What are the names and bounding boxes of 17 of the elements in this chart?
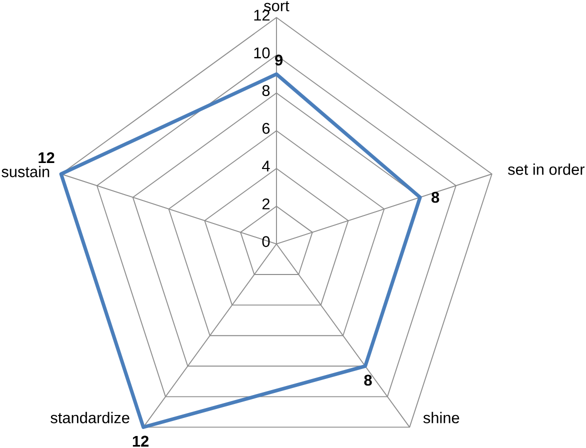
data-label: 12 (38, 152, 54, 164)
y-tick-label: 4 (262, 160, 270, 172)
spoke-label: shine (423, 412, 460, 424)
spoke-label: sustain (2, 166, 50, 178)
data-label: 8 (364, 374, 372, 386)
y-tick-label: 12 (254, 10, 270, 21)
y-tick-label: 6 (262, 123, 270, 134)
data-label: 8 (432, 192, 440, 203)
data-label: 12 (132, 436, 149, 447)
y-tick-label: 2 (262, 198, 270, 210)
spoke-label: sort (264, 1, 290, 12)
y-tick-label: 10 (254, 48, 270, 58)
data-label: 9 (275, 54, 283, 66)
y-tick-label: 8 (262, 85, 270, 96)
spoke-label: set in order (508, 164, 585, 176)
spoke-label: standardize (50, 412, 130, 424)
y-tick-label: 0 (262, 236, 270, 248)
